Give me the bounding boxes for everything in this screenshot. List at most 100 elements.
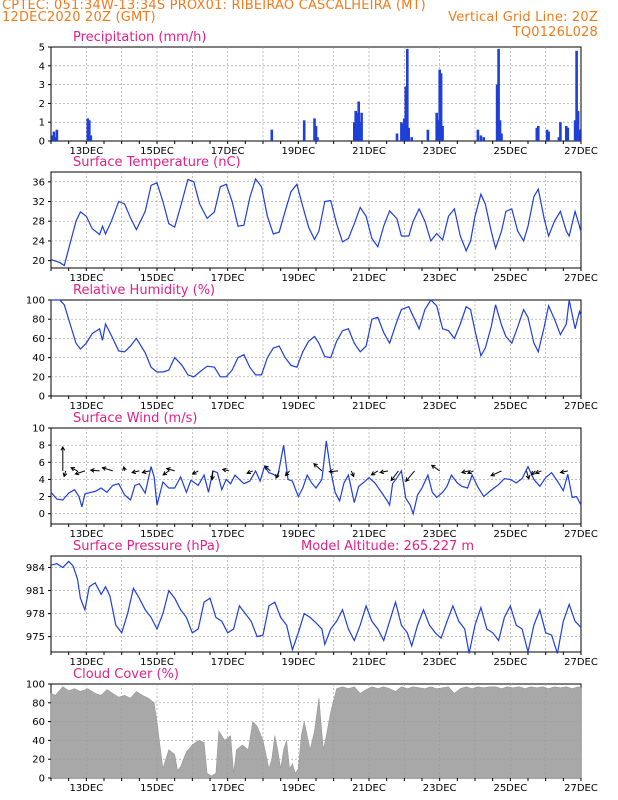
humidity-xtick-label: 19DEC bbox=[281, 401, 315, 412]
humidity-ytick-label: 0 bbox=[39, 392, 45, 403]
pressure-title: Surface Pressure (hPa) bbox=[73, 539, 220, 554]
precipitation-bar bbox=[537, 126, 540, 141]
wind-wind-arrow bbox=[89, 468, 100, 473]
precipitation-bar bbox=[436, 120, 440, 141]
precipitation-bar bbox=[400, 122, 403, 141]
precipitation-bar bbox=[401, 124, 405, 141]
cloud-cover-xtick-label: 17DEC bbox=[211, 783, 245, 794]
temperature-xtick-label: 15DEC bbox=[140, 273, 174, 284]
wind-wind-arrow bbox=[328, 468, 339, 474]
cloud-cover-ytick-label: 40 bbox=[32, 736, 45, 747]
wind-wind-arrow bbox=[275, 470, 280, 480]
humidity-ytick-label: 100 bbox=[26, 296, 45, 307]
precipitation-bar bbox=[89, 135, 93, 141]
cloud-cover-title: Cloud Cover (%) bbox=[73, 667, 179, 682]
pressure-xtick-label: 19DEC bbox=[281, 657, 315, 668]
precipitation-xtick-label: 27DEC bbox=[564, 146, 598, 157]
precipitation-bar bbox=[575, 50, 578, 141]
wind-wind-arrow bbox=[264, 465, 271, 472]
wind-xtick-label: 23DEC bbox=[423, 529, 457, 540]
precipitation-bar bbox=[403, 118, 406, 141]
humidity-xtick-label: 15DEC bbox=[140, 401, 174, 412]
pressure-frame bbox=[50, 555, 582, 653]
wind-wind-arrow bbox=[101, 466, 113, 472]
pressure-xtick-label: 25DEC bbox=[493, 657, 527, 668]
precipitation-bar bbox=[435, 112, 438, 141]
precipitation-bar bbox=[426, 129, 430, 141]
precipitation-bar bbox=[51, 135, 54, 141]
precipitation-frame bbox=[50, 46, 582, 142]
humidity-xtick-label: 21DEC bbox=[352, 401, 386, 412]
wind-wind-arrow bbox=[460, 469, 470, 475]
wind-wind-arrow bbox=[390, 470, 399, 482]
precipitation-ytick-label: 1 bbox=[39, 118, 45, 129]
precipitation-bar bbox=[302, 120, 306, 141]
wind-ytick-label: 0 bbox=[39, 509, 45, 520]
precipitation-bar bbox=[316, 137, 319, 141]
cloud-cover-xtick-label: 21DEC bbox=[352, 783, 386, 794]
temperature-line bbox=[50, 177, 582, 267]
wind-ytick-label: 10 bbox=[32, 424, 45, 435]
wind-wind-arrow bbox=[350, 470, 355, 478]
humidity-xtick-label: 17DEC bbox=[211, 401, 245, 412]
precipitation-bar bbox=[410, 137, 413, 141]
precipitation-bar bbox=[404, 86, 408, 141]
precipitation-bar bbox=[441, 126, 444, 141]
cloud-cover-ytick-label: 100 bbox=[26, 680, 45, 691]
cloud-cover-xtick-label: 19DEC bbox=[281, 783, 315, 794]
precipitation-xtick-label: 13DEC bbox=[69, 146, 103, 157]
humidity-ytick-label: 20 bbox=[32, 372, 45, 383]
temperature-xtick-label: 17DEC bbox=[211, 273, 245, 284]
wind-wind-arrow bbox=[210, 470, 215, 481]
pressure-ytick-label: 984 bbox=[26, 563, 45, 574]
precipitation-ytick-label: 0 bbox=[39, 137, 45, 148]
wind-wind-arrow bbox=[530, 470, 536, 476]
wind-wind-arrow bbox=[370, 470, 379, 476]
precipitation-bar bbox=[547, 131, 550, 141]
precipitation-bar bbox=[535, 127, 539, 141]
temperature-xtick-label: 25DEC bbox=[493, 273, 527, 284]
header-line2-left: 12DEC2020 20Z (GMT) bbox=[2, 10, 156, 25]
precipitation-bar bbox=[55, 129, 59, 141]
humidity-frame bbox=[50, 299, 582, 397]
precipitation-ytick-label: 4 bbox=[39, 61, 45, 72]
header-line1-left: CPTEC: 051:34W-13:34S PROX01: RIBEIRAO C… bbox=[2, 0, 426, 13]
precipitation-bar bbox=[270, 129, 274, 141]
humidity-line bbox=[51, 299, 582, 378]
pressure-ytick-label: 981 bbox=[26, 586, 45, 597]
precipitation-bar bbox=[566, 127, 570, 141]
pressure-xtick-label: 15DEC bbox=[140, 657, 174, 668]
humidity-title: Relative Humidity (%) bbox=[73, 283, 215, 298]
precipitation-bar bbox=[482, 137, 486, 141]
humidity-xtick-label: 25DEC bbox=[493, 401, 527, 412]
temperature-frame bbox=[50, 171, 582, 269]
wind-wind-arrow bbox=[191, 470, 199, 475]
precipitation-xtick-label: 23DEC bbox=[423, 146, 457, 157]
precipitation-bar bbox=[559, 122, 562, 141]
humidity-ytick-label: 80 bbox=[32, 315, 45, 326]
humidity-xtick-label: 27DEC bbox=[564, 401, 598, 412]
precipitation-title: Precipitation (mm/h) bbox=[73, 30, 206, 45]
humidity-xtick-label: 23DEC bbox=[423, 401, 457, 412]
wind-wind-arrow bbox=[246, 469, 253, 475]
precipitation-xtick-label: 17DEC bbox=[211, 146, 245, 157]
precipitation-bar bbox=[578, 129, 581, 141]
temperature-ytick-label: 20 bbox=[32, 256, 45, 267]
precipitation-bar bbox=[353, 122, 356, 141]
pressure-xtick-label: 21DEC bbox=[352, 657, 386, 668]
precipitation-bar bbox=[438, 69, 441, 141]
precipitation-bar bbox=[576, 110, 580, 141]
temperature-title: Surface Temperature (nC) bbox=[73, 155, 241, 170]
wind-ytick-label: 6 bbox=[39, 458, 45, 469]
precipitation-bar bbox=[395, 133, 399, 141]
temperature-xtick-label: 27DEC bbox=[564, 273, 598, 284]
precipitation-bar bbox=[557, 137, 561, 141]
wind-wind-arrow bbox=[141, 469, 150, 475]
cloud-cover-area bbox=[50, 686, 582, 779]
wind-title: Surface Wind (m/s) bbox=[73, 411, 197, 426]
wind-frame bbox=[50, 427, 582, 525]
wind-line bbox=[50, 440, 582, 516]
cloud-cover-ytick-label: 0 bbox=[39, 774, 45, 785]
wind-xtick-label: 25DEC bbox=[493, 529, 527, 540]
